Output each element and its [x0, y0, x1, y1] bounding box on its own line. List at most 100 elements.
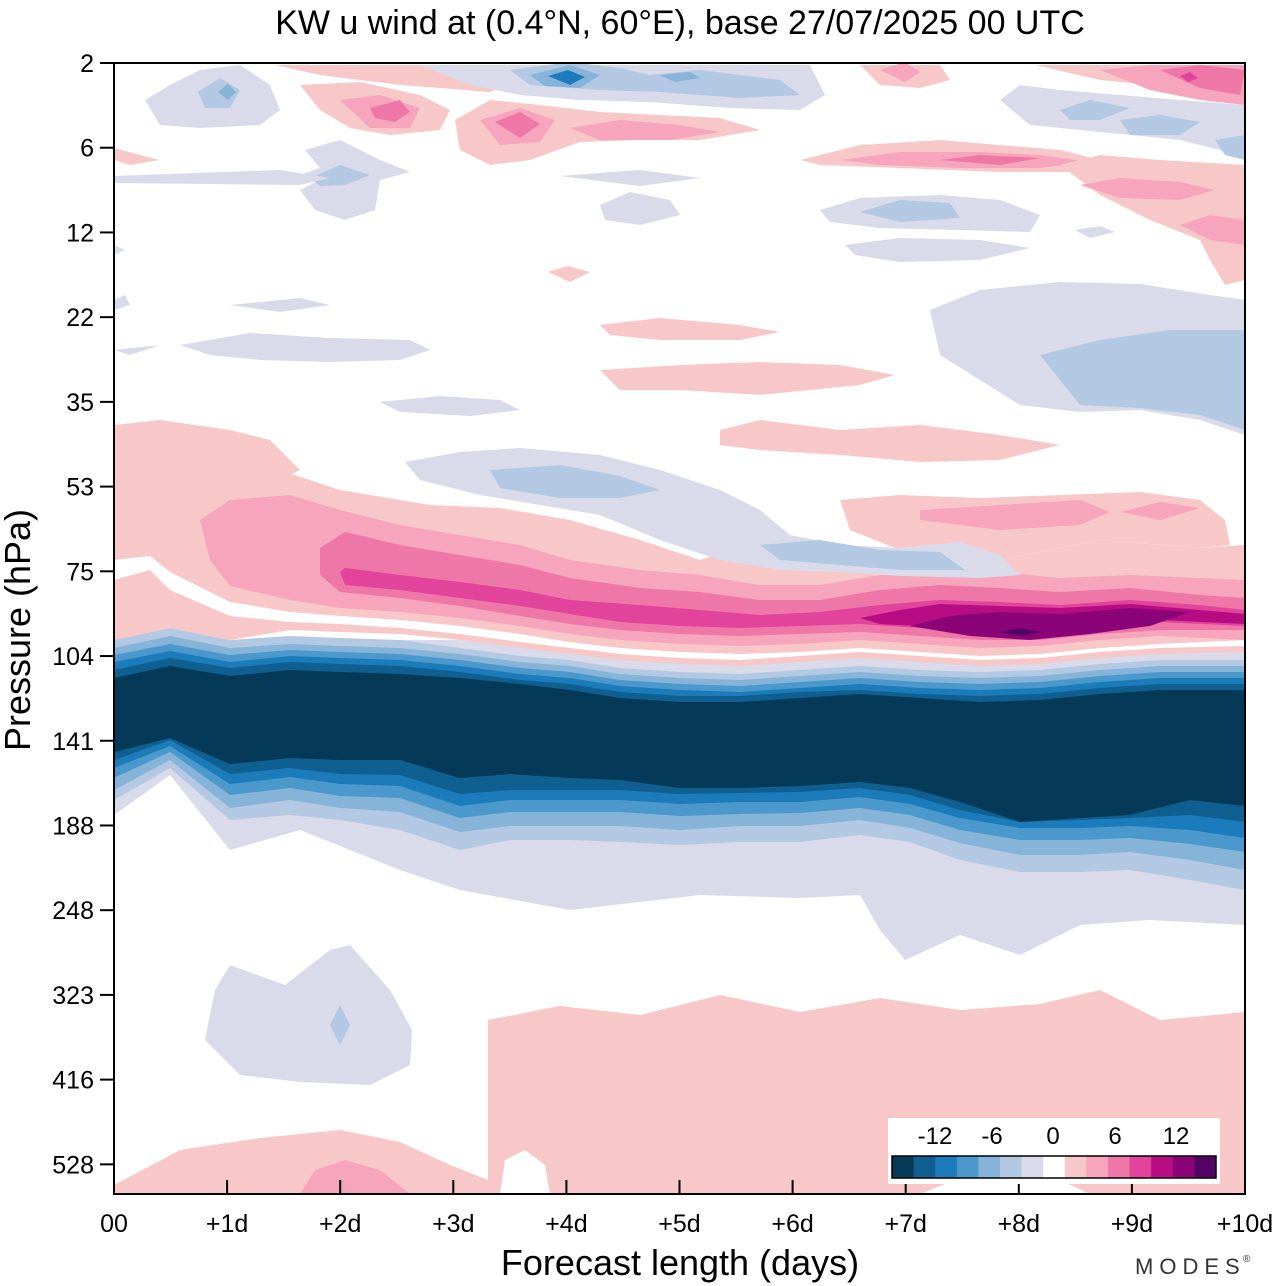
upper-westerly-6-core2 — [1160, 65, 1245, 95]
strat-easterly-14 — [845, 238, 1030, 262]
colorbar-swatch — [892, 1156, 915, 1178]
upper-easterly-2-speck — [660, 72, 700, 82]
upper-easterly-6-core — [1060, 100, 1130, 120]
strat-westerly-left — [114, 420, 300, 480]
plot-area — [113, 62, 1246, 1195]
strat-easterly-22 — [180, 333, 430, 362]
x-tick-label: +1d — [206, 1210, 248, 1238]
y-tick-label: 6 — [80, 135, 94, 163]
colorbar-swatch — [1172, 1156, 1195, 1178]
tropo-easterly-core — [330, 1005, 350, 1045]
strat-westerly-right-core-2 — [1120, 502, 1200, 520]
upper-easterly-3-core — [310, 165, 370, 186]
colorbar-tick-label: 12 — [1163, 1123, 1190, 1150]
x-tick-label: +2d — [319, 1210, 361, 1238]
x-tick-label: +8d — [998, 1210, 1040, 1238]
colorbar-swatch — [978, 1156, 1001, 1178]
colorbar-swatch — [956, 1156, 979, 1178]
strat-westerly-upper-2 — [600, 318, 780, 340]
westerly-jet-core — [950, 618, 1150, 638]
westerly-jet-peak — [1000, 628, 1040, 636]
strat-easterly-left — [114, 345, 160, 355]
strat-gap-speck — [955, 400, 1005, 414]
upper-westerly-speck-left — [114, 148, 160, 165]
brand-text: MODES — [1135, 1254, 1246, 1279]
colorbar-swatch — [1043, 1156, 1066, 1178]
y-tick-label: 104 — [52, 643, 94, 671]
y-tick-label: 2 — [80, 50, 94, 78]
strat-westerly-mid — [720, 420, 1060, 462]
upper-easterly-4 — [600, 192, 680, 225]
upper-westerly-3-core3 — [570, 120, 720, 140]
colorbar-swatch — [1194, 1156, 1217, 1178]
colorbar-tick-label: -6 — [981, 1123, 1002, 1150]
x-tick-label: +7d — [884, 1210, 926, 1238]
x-tick-label: +5d — [658, 1210, 700, 1238]
upper-westerly-3-core2 — [495, 112, 540, 138]
x-tick-label: +10d — [1217, 1210, 1273, 1238]
strat-easterly-35 — [380, 396, 520, 416]
colorbar-frame — [891, 1155, 1217, 1179]
y-tick-label: 323 — [52, 982, 94, 1010]
upper-easterly-line-2 — [560, 170, 700, 186]
y-tick-label: 528 — [52, 1151, 94, 1179]
strat-westerly-right-core — [920, 500, 1110, 530]
gap-lower — [500, 1150, 550, 1194]
y-tick-label: 416 — [52, 1067, 94, 1095]
colorbar-swatch — [1021, 1156, 1044, 1178]
y-axis: 2 6 12 22 35 53 75 104 141 188 248 323 416 528 — [52, 50, 114, 1179]
y-tick-label: 22 — [66, 304, 94, 332]
upper-easterly-5-core — [860, 200, 960, 222]
y-tick-label: 12 — [66, 219, 94, 247]
colorbar-swatch — [1000, 1156, 1023, 1178]
strat-easterly-core-2 — [760, 540, 965, 570]
upper-easterly-2-core3 — [548, 70, 585, 85]
y-tick-label: 75 — [66, 558, 94, 586]
y-tick-label: 188 — [52, 812, 94, 840]
colorbar-labels: -12 -6 0 6 12 — [918, 1123, 1190, 1150]
x-axis-title: Forecast length (days) — [501, 1242, 859, 1283]
colorbar-swatch — [913, 1156, 936, 1178]
x-tick-label: +9d — [1111, 1210, 1153, 1238]
upper-easterly-edge — [1215, 135, 1245, 160]
brand-logo: MODES ® — [1135, 1254, 1251, 1279]
strat-easterly-speck-right — [1075, 226, 1115, 238]
easterly-jet-band — [114, 666, 1245, 822]
strat-easterly-right-core — [1040, 330, 1245, 430]
chart-title: KW u wind at (0.4°N, 60°E), base 27/07/2… — [275, 4, 1085, 42]
upper-easterly-6-core2 — [1120, 115, 1200, 135]
upper-westerly-7-core — [1080, 178, 1215, 200]
x-axis: 00 +1d +2d +3d +4d +5d +6d +7d +8d +9d +10d — [100, 1180, 1273, 1238]
x-tick-label: 00 — [100, 1210, 128, 1238]
colorbar-swatch — [1129, 1156, 1152, 1178]
upper-westerly-6-core3 — [1180, 72, 1198, 82]
colorbar-swatches — [892, 1156, 1217, 1178]
strat-westerly-speck — [548, 266, 590, 282]
y-tick-label: 35 — [66, 389, 94, 417]
westerly-white-gap — [114, 556, 1245, 660]
colorbar-tick-label: 0 — [1046, 1123, 1059, 1150]
strat-westerly-upper — [600, 362, 895, 395]
x-tick-label: +4d — [545, 1210, 587, 1238]
colorbar-swatch — [1151, 1156, 1174, 1178]
lower-westerly-core — [300, 1160, 410, 1194]
upper-easterly-line — [114, 170, 330, 185]
y-axis-title: Pressure (hPa) — [0, 509, 38, 751]
y-tick-label: 141 — [52, 728, 94, 756]
upper-westerly-4-core2 — [940, 155, 1040, 165]
x-tick-label: +6d — [771, 1210, 813, 1238]
upper-easterly-1-core2 — [218, 84, 236, 100]
upper-westerly-2-core2 — [370, 100, 410, 122]
brand-registered: ® — [1243, 1254, 1251, 1265]
tropo-easterly — [205, 945, 412, 1085]
colorbar-swatch — [1108, 1156, 1131, 1178]
colorbar-swatch — [1064, 1156, 1087, 1178]
colorbar-tick-label: -12 — [918, 1123, 953, 1150]
colorbar: -12 -6 0 6 12 — [888, 1118, 1220, 1184]
strat-easterly-22b — [230, 298, 330, 312]
contour-fields — [114, 62, 1245, 1194]
colorbar-swatch — [935, 1156, 958, 1178]
y-tick-label: 53 — [66, 474, 94, 502]
lower-westerly-left — [114, 1130, 488, 1194]
